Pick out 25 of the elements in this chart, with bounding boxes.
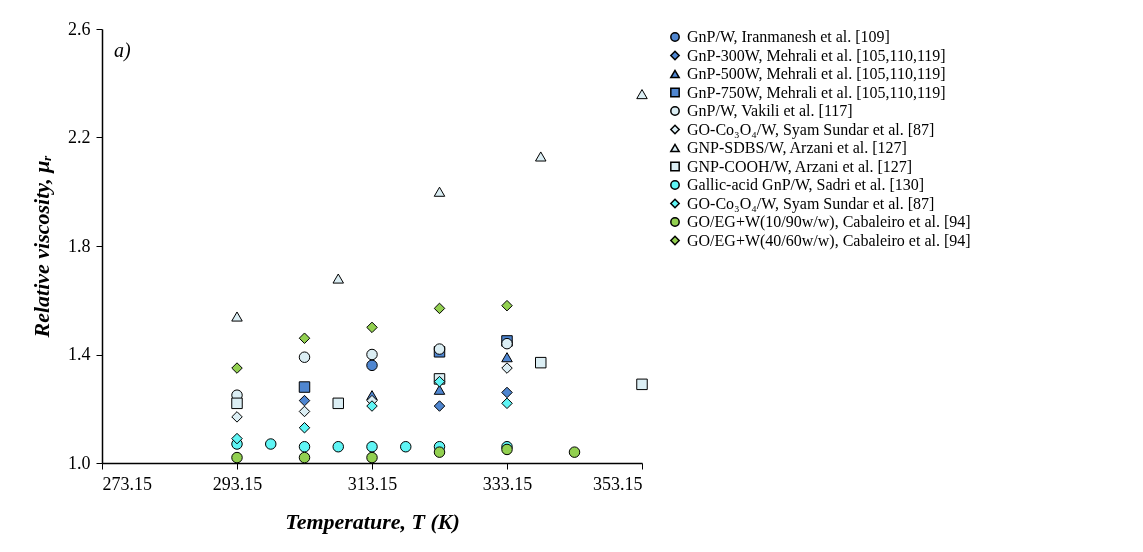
annotation: a) (114, 39, 131, 62)
legend-label: GO-Co₃O₄/W, Syam Sundar et al. [87] (687, 120, 935, 139)
y-tick-label: 2.2 (68, 127, 91, 147)
y-tick-label: 1.8 (68, 235, 91, 256)
y-axis-title: Relative viscosity, μᵣ (29, 155, 54, 339)
legend-label: GnP-750W, Mehrali et al. [105,110,119] (687, 83, 946, 101)
x-tick-label: 333.15 (482, 473, 533, 494)
legend-label: GNP-COOH/W, Arzani et al. [127] (687, 157, 913, 175)
x-axis-title: Temperature, T (K) (285, 508, 460, 534)
x-tick-label: 273.15 (102, 473, 152, 494)
legend-label: GnP/W, Iranmanesh et al. [109] (687, 28, 890, 45)
x-tick-label: 353.15 (593, 473, 643, 494)
legend-label: GnP-500W, Mehrali et al. [105,110,119] (687, 65, 946, 82)
legend-label: GnP-300W, Mehrali et al. [105,110,119] (687, 46, 946, 64)
legend-label: Gallic-acid GnP/W, Sadri et al. [130] (687, 176, 925, 193)
y-tick-label: 1.0 (68, 452, 91, 473)
legend-label: GO/EG+W(10/90w/w), Cabaleiro et al. [94] (687, 213, 971, 231)
y-tick-label: 2.6 (68, 18, 91, 39)
legend-label: GnP/W, Vakili et al. [117] (687, 102, 853, 119)
legend-label: GO-Co₃O₄/W, Syam Sundar et al. [87] (687, 194, 935, 213)
y-tick-label: 1.4 (68, 344, 91, 364)
x-tick-label: 313.15 (347, 473, 398, 494)
legend-label: GO/EG+W(40/60w/w), Cabaleiro et al. [94] (687, 231, 971, 250)
legend-label: GNP-SDBS/W, Arzani et al. [127] (687, 139, 907, 156)
x-tick-label: 293.15 (212, 473, 263, 494)
